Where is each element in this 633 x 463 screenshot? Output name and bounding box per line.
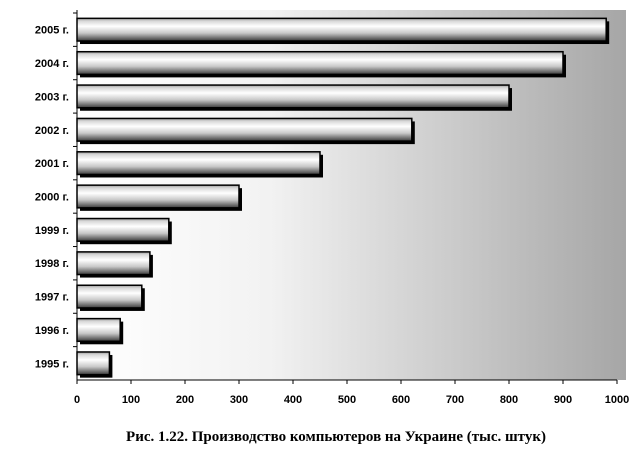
- x-tick-label: 900: [554, 394, 572, 406]
- y-tick-label: 2000 г.: [35, 192, 69, 204]
- x-tick-label: 700: [446, 394, 464, 406]
- x-tick-label: 500: [338, 394, 356, 406]
- y-tick-label: 2004 г.: [35, 58, 69, 70]
- bar: [76, 284, 143, 309]
- y-tick-label: 2002 г.: [35, 125, 69, 137]
- x-tick-label: 300: [230, 394, 248, 406]
- bar: [76, 50, 564, 76]
- y-tick-label: 1997 г.: [35, 292, 69, 304]
- y-tick-label: 2003 г.: [35, 91, 69, 103]
- x-tick-label: 1000: [605, 394, 629, 406]
- x-tick-label: 200: [176, 394, 194, 406]
- y-tick-label: 1996 г.: [35, 325, 69, 337]
- x-tick-label: 800: [500, 394, 518, 406]
- y-tick-label: 1998 г.: [35, 258, 69, 270]
- x-tick-label: 600: [392, 394, 410, 406]
- bar: [76, 317, 121, 343]
- figure-caption: Рис. 1.22. Производство компьютеров на У…: [126, 429, 546, 445]
- y-axis-ticks: 1995 г. 1996 г. 1997 г. 1998 г. 1999 г. 2000 …: [35, 12, 77, 370]
- bar: [76, 217, 170, 242]
- y-tick-label: 2005 г.: [35, 25, 69, 37]
- bar: [76, 17, 607, 42]
- bar: [76, 84, 510, 109]
- bar: [76, 251, 151, 276]
- x-tick-label: 100: [122, 394, 140, 406]
- y-tick-label: 1995 г.: [35, 358, 69, 370]
- bar: [76, 184, 240, 209]
- bar: [76, 117, 413, 142]
- y-tick-label: 1999 г.: [35, 225, 69, 237]
- x-tick-label: 400: [284, 394, 302, 406]
- bar: [76, 151, 321, 176]
- x-axis-ticks: 0 100 200 300 400 500 600 700 800 900 1000: [74, 380, 629, 406]
- x-tick-label: 0: [74, 394, 80, 406]
- bar: [76, 351, 111, 376]
- bars: [76, 17, 610, 378]
- y-tick-label: 2001 г.: [35, 158, 69, 170]
